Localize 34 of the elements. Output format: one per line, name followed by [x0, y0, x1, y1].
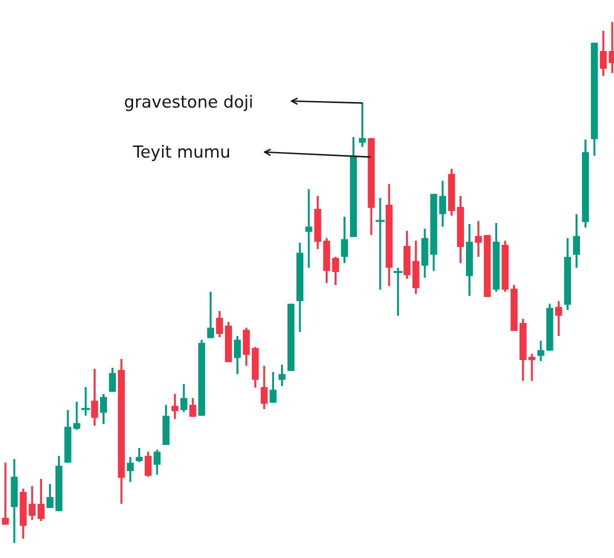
- candlestick: [91, 368, 98, 427]
- candlestick: [207, 290, 214, 340]
- candlestick: [216, 310, 224, 338]
- annotation: Teyit mumu: [132, 144, 230, 162]
- candlestick: [234, 335, 241, 376]
- candlestick: [305, 188, 312, 269]
- candlestick: [358, 102, 366, 148]
- candlestick: [108, 366, 116, 393]
- candlestick: [154, 448, 161, 476]
- candlestick: [126, 456, 134, 483]
- candlestick: [100, 392, 108, 426]
- candlestick: [189, 397, 196, 418]
- candlestick: [28, 485, 36, 521]
- candlestick: [260, 364, 268, 410]
- candlestick: [332, 256, 340, 286]
- candlestick: [394, 266, 402, 317]
- candlestick: [270, 371, 277, 404]
- candlestick: [474, 220, 482, 258]
- candlestick: [2, 462, 9, 526]
- candlestick: [573, 213, 580, 269]
- candlestick: [46, 483, 54, 509]
- candlestick: [144, 450, 152, 478]
- candlestick: [278, 364, 286, 388]
- candlestick: [341, 216, 348, 264]
- candlestick: [537, 340, 544, 362]
- candlestick: [555, 300, 562, 338]
- candlestick: [73, 400, 80, 431]
- candlestick: [439, 180, 446, 228]
- candlestick: [136, 447, 143, 464]
- candlestick: [528, 352, 536, 382]
- candlestick: [171, 392, 178, 420]
- candlestick: [38, 478, 45, 522]
- candlestick: [180, 383, 188, 414]
- annotation: gravestone doji: [124, 94, 252, 112]
